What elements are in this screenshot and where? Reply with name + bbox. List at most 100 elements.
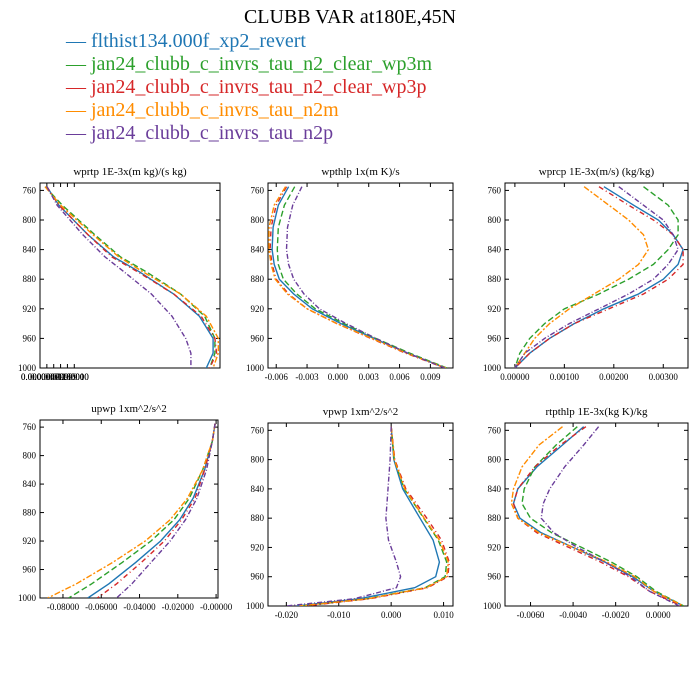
x-tick-label: 0.00000 [500, 372, 530, 382]
legend-item: — jan24_clubb_c_invrs_tau_n2m [66, 99, 339, 121]
panel-title: wprcp 1E-3x(m/s) (kg/kg) [539, 166, 655, 178]
x-tick-label: -0.02000 [162, 602, 195, 612]
x-tick-label: 0.0000 [646, 610, 671, 620]
x-tick-label: -0.08000 [47, 602, 80, 612]
x-tick-label: -0.020 [275, 610, 299, 620]
y-tick-label: 800 [251, 455, 265, 465]
x-tick-label: 0.006 [389, 372, 410, 382]
y-tick-label: 760 [488, 185, 502, 195]
y-tick-label: 960 [251, 333, 265, 343]
series-line [299, 426, 450, 606]
x-tick-label: 0.00010 [60, 372, 90, 382]
y-tick-label: 800 [488, 215, 502, 225]
y-tick-label: 1000 [483, 363, 502, 373]
y-tick-label: 1000 [483, 601, 502, 611]
series-line [521, 426, 685, 606]
y-tick-label: 920 [488, 304, 502, 314]
x-tick-label: 0.009 [420, 372, 441, 382]
series-line [46, 186, 192, 368]
x-tick-label: 0.0000040000 [21, 372, 73, 382]
series-line [514, 186, 684, 368]
y-tick-label: 960 [23, 333, 37, 343]
y-tick-label: 960 [488, 572, 502, 582]
series-line [47, 423, 216, 598]
series-line [269, 186, 446, 368]
chart-panel: upwp 1xm^2/s^2 760 800 840 880 920 960 1000 -0.0… [18, 403, 233, 612]
chart-panel: vpwp 1xm^2/s^2 760 800 840 880 920 960 1000 -0.0… [246, 406, 454, 620]
chart-panel: wprcp 1E-3x(m/s) (kg/kg) 760 800 840 880 920 9… [483, 166, 689, 382]
plot-frame [39, 182, 221, 369]
y-tick-label: 960 [488, 333, 502, 343]
series-line [512, 426, 685, 606]
x-tick-label: -0.0020 [602, 610, 630, 620]
legend-item: — flthist134.000f_xp2_revert [66, 30, 306, 52]
x-tick-label: 0.000120000 [37, 372, 85, 382]
x-tick-label: 0.010 [433, 610, 454, 620]
y-tick-label: 880 [251, 513, 265, 523]
y-tick-label: 880 [251, 274, 265, 284]
y-tick-label: 880 [23, 508, 37, 518]
series-line [268, 186, 447, 368]
y-tick-label: 840 [488, 484, 502, 494]
series-line [510, 426, 685, 606]
series-line [87, 423, 216, 598]
x-tick-label: -0.06000 [85, 602, 118, 612]
x-tick-label: 0.00100 [550, 372, 580, 382]
panel-title: upwp 1xm^2/s^2 [91, 403, 166, 415]
y-tick-label: 840 [488, 245, 502, 255]
panel-title: rtpthlp 1E-3x(kg K)/kg [545, 406, 648, 418]
x-tick-label: 0.00160000 [46, 372, 89, 382]
y-tick-label: 840 [251, 245, 265, 255]
panel-title: wprtp 1E-3x(m kg)/(s kg) [73, 166, 187, 178]
x-tick-label: -0.010 [327, 610, 351, 620]
y-tick-label: 960 [23, 565, 37, 575]
y-tick-label: 760 [23, 422, 37, 432]
x-tick-label: -0.0040 [559, 610, 587, 620]
x-tick-label: -0.006 [265, 372, 289, 382]
x-tick-label: 0.000079999 [30, 372, 78, 382]
y-tick-label: 760 [488, 425, 502, 435]
plot-frame [504, 182, 689, 369]
x-tick-label: 0.000 [328, 372, 349, 382]
series-line [514, 186, 679, 368]
series-line [296, 426, 441, 606]
legend: — flthist134.000f_xp2_revert — jan24_clu… [66, 30, 432, 145]
y-tick-label: 1000 [18, 363, 37, 373]
y-tick-label: 920 [251, 542, 265, 552]
series-line [46, 186, 218, 368]
series-line [514, 186, 684, 368]
legend-item: — jan24_clubb_c_invrs_tau_n2_clear_wp3p [66, 76, 427, 98]
y-tick-label: 880 [488, 274, 502, 284]
y-tick-label: 1000 [246, 601, 265, 611]
series-line [540, 426, 680, 606]
legend-item: — jan24_clubb_c_invrs_tau_n2p [66, 122, 334, 144]
x-tick-label: -0.003 [295, 372, 319, 382]
panel-title: vpwp 1xm^2/s^2 [323, 406, 398, 418]
y-tick-label: 840 [251, 484, 265, 494]
y-tick-label: 840 [23, 479, 37, 489]
x-tick-label: 0.003 [359, 372, 380, 382]
plot-frame [267, 422, 454, 607]
chart-panel: wpthlp 1x(m K)/s7608008408809209601000-0… [246, 166, 454, 382]
plot-frame [39, 419, 219, 599]
y-tick-label: 800 [23, 451, 37, 461]
y-tick-label: 920 [23, 536, 37, 546]
chart-panel: rtpthlp 1E-3x(kg K)/kg 760 800 840 880 920 960… [483, 406, 689, 620]
y-tick-label: 880 [23, 274, 37, 284]
y-tick-label: 800 [251, 215, 265, 225]
y-tick-label: 800 [488, 455, 502, 465]
series-line [96, 423, 216, 598]
x-tick-label: 0.0000000 [21, 372, 60, 382]
series-line [68, 423, 216, 598]
series-line [285, 186, 446, 368]
series-line [514, 186, 650, 368]
series-line [276, 186, 448, 368]
y-tick-label: 760 [251, 185, 265, 195]
series-line [44, 186, 216, 368]
plot-frame [504, 422, 689, 607]
x-tick-label: -0.04000 [123, 602, 156, 612]
y-tick-label: 920 [488, 542, 502, 552]
y-tick-label: 760 [23, 185, 37, 195]
x-tick-label: -0.00000 [200, 602, 233, 612]
